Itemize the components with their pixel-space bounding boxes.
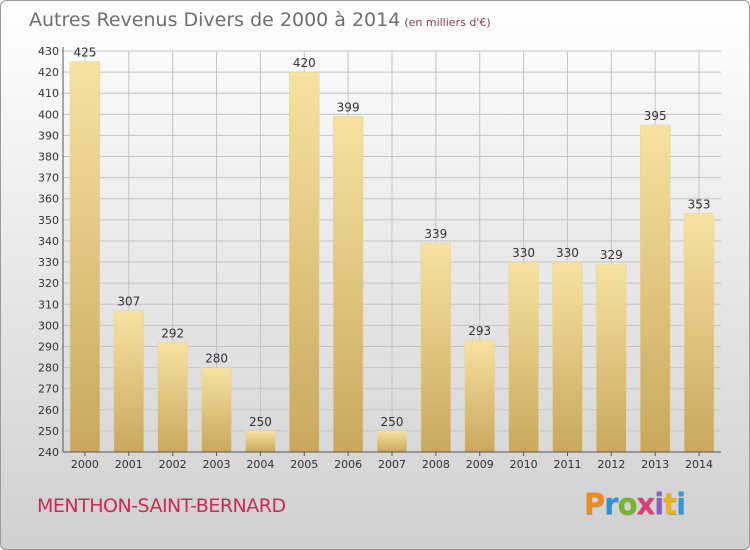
value-label-2012: 329 <box>600 248 623 262</box>
y-tick-label: 340 <box>38 235 59 248</box>
bar-2010 <box>508 261 539 453</box>
y-tick-label: 430 <box>38 45 59 58</box>
y-tick-label: 260 <box>38 404 59 417</box>
x-tick-label: 2004 <box>246 458 274 471</box>
y-tick-label: 350 <box>38 214 59 227</box>
y-tick-label: 410 <box>38 87 59 100</box>
x-tick-label: 2011 <box>553 458 581 471</box>
value-label-2000: 425 <box>73 46 96 60</box>
bar-2009 <box>464 339 495 453</box>
value-label-2005: 420 <box>293 56 316 70</box>
logo-letter: P <box>584 487 605 521</box>
x-tick-label: 2012 <box>597 458 625 471</box>
bar-2002 <box>157 342 188 453</box>
value-label-2003: 280 <box>205 352 228 366</box>
y-tick-label: 290 <box>38 340 59 353</box>
value-label-2001: 307 <box>117 295 140 309</box>
logo-letter: r <box>604 487 618 521</box>
chart-subtitle: (en milliers d'€) <box>404 16 491 29</box>
bar-2012 <box>596 263 627 453</box>
bars <box>69 61 715 453</box>
value-label-2004: 250 <box>249 415 272 429</box>
bar-2014 <box>683 213 715 453</box>
y-tick-label: 330 <box>38 256 59 269</box>
y-tick-label: 250 <box>38 425 59 438</box>
axes <box>62 47 721 456</box>
value-label-2011: 330 <box>556 246 579 260</box>
x-tick-label: 2013 <box>641 458 669 471</box>
logo-letter: o <box>617 487 638 521</box>
value-label-2013: 395 <box>644 109 667 123</box>
labels: 240 250 260 270 280 290 300 310 320 330 340 350 360 3… <box>38 45 713 471</box>
bar-2004 <box>245 430 276 453</box>
value-label-2007: 250 <box>381 415 404 429</box>
x-tick-label: 2001 <box>115 458 143 471</box>
bar-2005 <box>289 71 320 453</box>
bar-2008 <box>420 242 452 453</box>
y-tick-label: 310 <box>38 298 59 311</box>
x-tick-label: 2003 <box>203 458 231 471</box>
x-tick-label: 2009 <box>466 458 494 471</box>
y-tick-label: 280 <box>38 362 59 375</box>
value-label-2002: 292 <box>161 326 184 340</box>
y-tick-label: 300 <box>38 319 59 332</box>
x-tick-label: 2010 <box>510 458 538 471</box>
x-tick-label: 2000 <box>71 458 99 471</box>
value-label-2006: 399 <box>337 100 360 114</box>
x-tick-label: 2006 <box>334 458 362 471</box>
x-tick-label: 2005 <box>290 458 318 471</box>
y-tick-label: 390 <box>38 129 59 142</box>
y-tick-label: 400 <box>38 108 59 121</box>
logo-letter: i <box>654 487 664 521</box>
value-label-2010: 330 <box>512 246 535 260</box>
bar-2000 <box>69 61 101 453</box>
y-tick-label: 380 <box>38 151 59 164</box>
value-label-2014: 353 <box>688 198 711 212</box>
y-tick-label: 360 <box>38 193 59 206</box>
bar-2011 <box>552 261 583 453</box>
logo-letter: x <box>636 487 656 521</box>
bar-2007 <box>376 430 408 453</box>
chart-title-text: Autres Revenus Divers de 2000 à 2014 <box>29 9 401 31</box>
x-tick-label: 2002 <box>159 458 187 471</box>
x-tick-label: 2014 <box>685 458 713 471</box>
x-tick-label: 2008 <box>422 458 450 471</box>
bar-2001 <box>113 310 144 453</box>
y-tick-label: 320 <box>38 277 59 290</box>
logo-letter: i <box>676 487 686 521</box>
y-tick-label: 240 <box>38 446 59 459</box>
bar-2003 <box>201 367 232 453</box>
y-tick-label: 270 <box>38 383 59 396</box>
value-label-2009: 293 <box>468 324 491 338</box>
proxiti-logo[interactable]: Proxiti <box>584 487 686 521</box>
logo-letter: t <box>663 487 677 521</box>
y-tick-label: 420 <box>38 66 59 79</box>
commune-name: MENTHON-SAINT-BERNARD <box>37 495 286 517</box>
chart-title: Autres Revenus Divers de 2000 à 2014 (en … <box>29 9 491 31</box>
bar-2013 <box>640 124 671 453</box>
x-tick-label: 2007 <box>378 458 406 471</box>
y-tick-label: 370 <box>38 172 59 185</box>
value-label-2008: 339 <box>424 227 447 241</box>
bar-2006 <box>332 116 364 453</box>
